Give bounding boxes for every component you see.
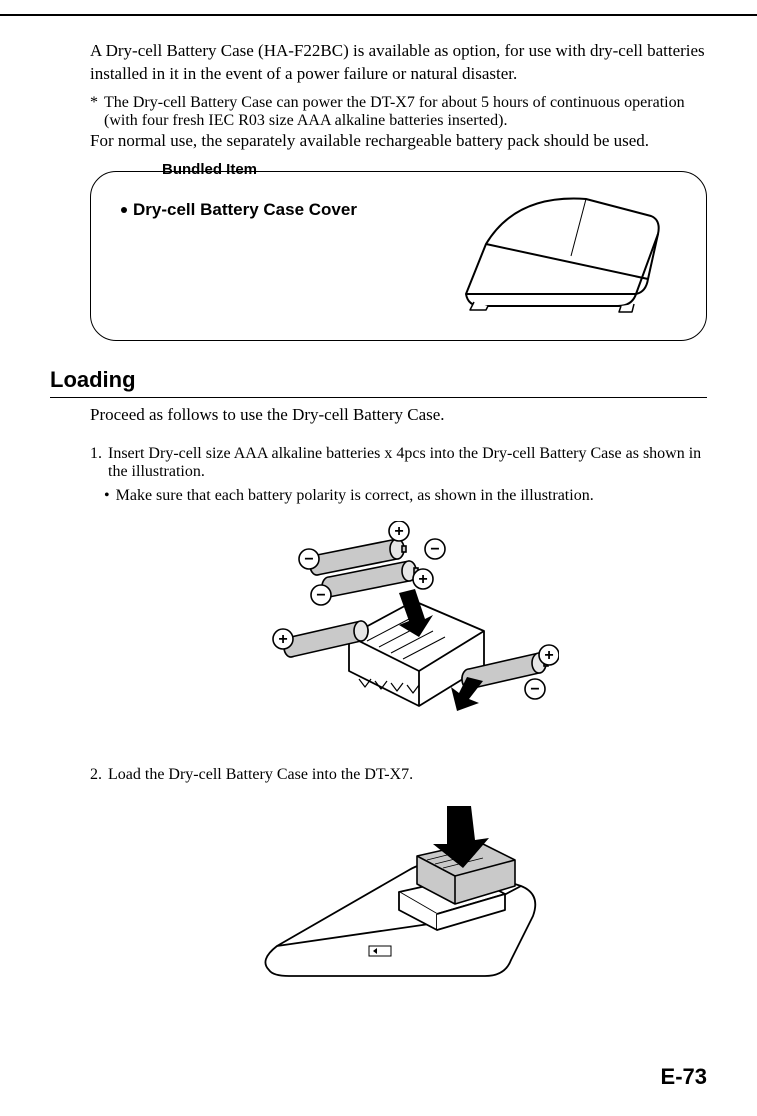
svg-text:+: +	[418, 571, 427, 588]
page-number: E-73	[661, 1064, 707, 1090]
loading-intro: Proceed as follows to use the Dry-cell B…	[90, 404, 707, 427]
step-1-text: Insert Dry-cell size AAA alkaline batter…	[108, 445, 707, 481]
intro-paragraph-3: For normal use, the separately available…	[90, 130, 707, 153]
svg-text:−: −	[530, 681, 539, 698]
step-2: 2. Load the Dry-cell Battery Case into t…	[90, 766, 707, 784]
step-2-text: Load the Dry-cell Battery Case into the …	[108, 766, 707, 784]
intro-note: * The Dry-cell Battery Case can power th…	[90, 94, 707, 130]
bullet-icon	[121, 207, 127, 213]
note-text: The Dry-cell Battery Case can power the …	[104, 94, 707, 130]
loading-heading: Loading	[50, 367, 707, 398]
svg-text:−: −	[316, 587, 325, 604]
note-asterisk: *	[90, 94, 98, 130]
svg-text:−: −	[430, 541, 439, 558]
top-divider	[0, 14, 757, 16]
intro-paragraph-1: A Dry-cell Battery Case (HA-F22BC) is av…	[90, 40, 707, 86]
sub-bullet-icon: •	[104, 487, 110, 505]
bundled-frame: Dry-cell Battery Case Cover	[90, 171, 707, 341]
step-1-sub-text: Make sure that each battery polarity is …	[116, 487, 594, 505]
bundled-item-box: Bundled Item Dry-cell Battery Case Cover	[90, 171, 707, 341]
svg-text:+: +	[278, 631, 287, 648]
svg-text:+: +	[544, 647, 553, 664]
load-into-device-illustration	[90, 800, 707, 995]
svg-text:+: +	[394, 523, 403, 540]
battery-cover-illustration	[426, 184, 676, 324]
step-1-number: 1.	[90, 445, 102, 481]
step-2-number: 2.	[90, 766, 102, 784]
step-1: 1. Insert Dry-cell size AAA alkaline bat…	[90, 445, 707, 481]
step-1-sub: • Make sure that each battery polarity i…	[104, 487, 707, 505]
svg-text:−: −	[304, 551, 313, 568]
batteries-illustration: + − − + − + + −	[90, 521, 707, 746]
bundled-item-label: Dry-cell Battery Case Cover	[133, 200, 357, 220]
